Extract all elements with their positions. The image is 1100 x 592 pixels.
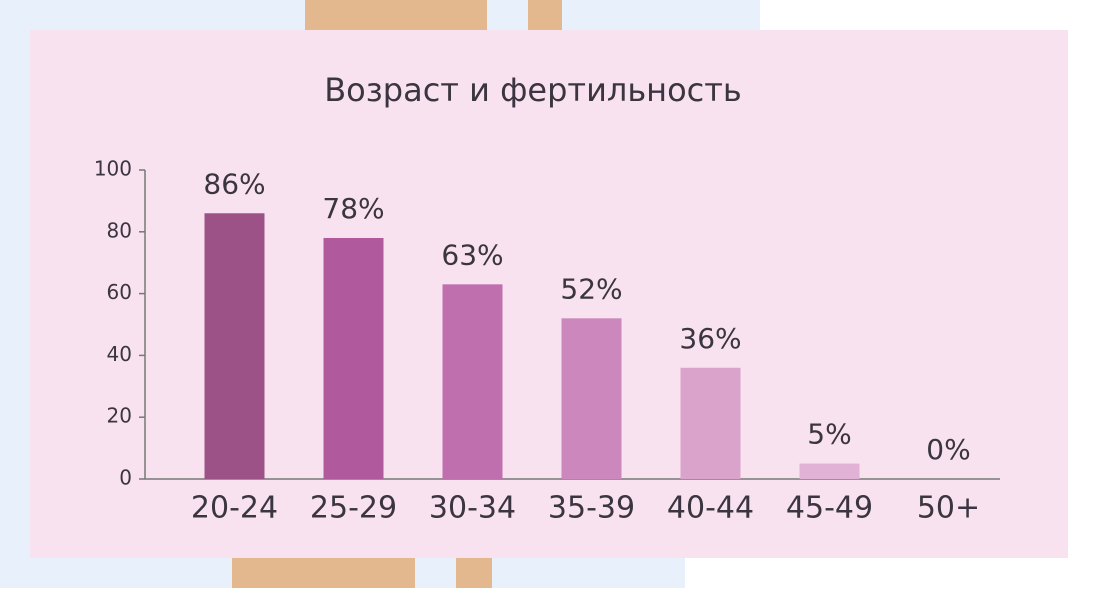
- y-tick-label: 80: [107, 218, 132, 242]
- panel: [30, 30, 1068, 558]
- x-tick-label: 35-39: [548, 491, 635, 526]
- decoration: [528, 0, 562, 30]
- x-tick-label: 25-29: [310, 491, 397, 526]
- x-tick-label: 45-49: [786, 491, 873, 526]
- data-label: 52%: [560, 272, 622, 305]
- chart-title: Возраст и фертильность: [324, 71, 742, 109]
- y-tick-label: 100: [94, 157, 132, 181]
- decoration: [232, 558, 415, 588]
- data-label: 78%: [322, 192, 384, 225]
- decoration: [456, 558, 492, 588]
- decoration: [305, 0, 487, 30]
- data-label: 0%: [926, 433, 970, 466]
- y-tick-label: 0: [119, 466, 132, 490]
- data-label: 63%: [441, 238, 503, 271]
- x-tick-label: 20-24: [191, 491, 278, 526]
- y-tick-label: 60: [107, 280, 132, 304]
- x-tick-label: 30-34: [429, 491, 516, 526]
- bar: [442, 284, 503, 479]
- bar: [323, 237, 384, 479]
- background: [685, 558, 760, 588]
- bar: [204, 213, 265, 479]
- data-label: 86%: [203, 167, 265, 200]
- x-tick-label: 40-44: [667, 491, 754, 526]
- bar: [680, 367, 741, 479]
- y-tick-label: 20: [107, 404, 132, 428]
- bar: [799, 463, 860, 479]
- data-label: 36%: [679, 322, 741, 355]
- bar: [561, 318, 622, 479]
- data-label: 5%: [807, 418, 851, 451]
- x-tick-label: 50+: [917, 491, 980, 526]
- y-tick-label: 40: [107, 342, 132, 366]
